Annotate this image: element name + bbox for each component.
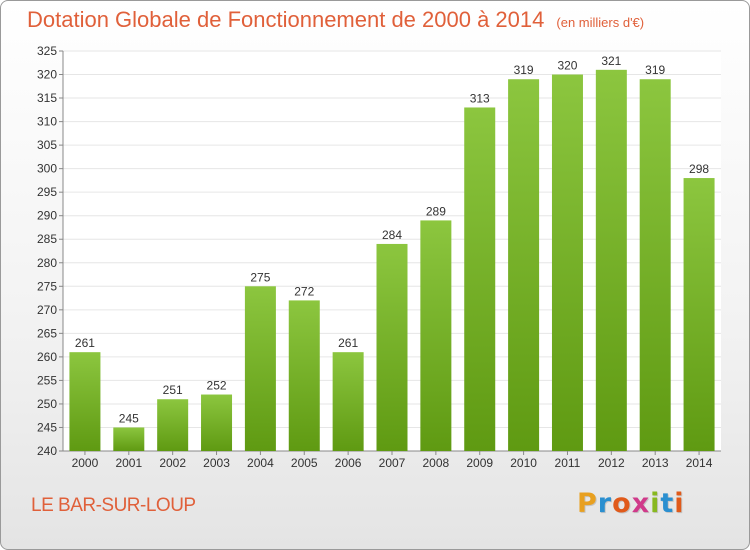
y-tick-label: 310 bbox=[37, 115, 57, 129]
bar-value-label: 313 bbox=[470, 91, 490, 105]
x-tick-label: 2000 bbox=[72, 456, 99, 470]
logo-letter: P bbox=[577, 488, 598, 519]
bar-value-label: 319 bbox=[645, 63, 665, 77]
y-tick-label: 290 bbox=[37, 209, 57, 223]
logo-letter: t bbox=[660, 488, 675, 519]
bar-2014 bbox=[683, 178, 715, 451]
y-tick-label: 320 bbox=[37, 68, 57, 82]
bar-2011 bbox=[551, 74, 583, 451]
bar-2006 bbox=[332, 352, 364, 451]
bar-value-label: 275 bbox=[250, 270, 270, 284]
x-tick-label: 2012 bbox=[598, 456, 625, 470]
x-tick-label: 2010 bbox=[510, 456, 537, 470]
y-tick-label: 295 bbox=[37, 185, 57, 199]
bar-2000 bbox=[69, 352, 101, 451]
bar-2010 bbox=[508, 79, 540, 451]
logo-letter: o bbox=[612, 488, 632, 519]
bar-value-label: 261 bbox=[75, 336, 95, 350]
x-tick-label: 2013 bbox=[642, 456, 669, 470]
bar-value-label: 320 bbox=[557, 59, 577, 73]
y-tick-label: 245 bbox=[37, 420, 57, 434]
y-tick-label: 305 bbox=[37, 138, 57, 152]
bar-2003 bbox=[201, 394, 233, 451]
x-tick-label: 2009 bbox=[466, 456, 493, 470]
bar-2005 bbox=[288, 300, 320, 451]
y-tick-label: 250 bbox=[37, 397, 57, 411]
y-tick-label: 280 bbox=[37, 256, 57, 270]
y-tick-label: 275 bbox=[37, 279, 57, 293]
x-tick-label: 2005 bbox=[291, 456, 318, 470]
chart-title-text: Dotation Globale de Fonctionnement de 20… bbox=[27, 7, 545, 32]
x-tick-label: 2014 bbox=[686, 456, 713, 470]
bar-value-label: 289 bbox=[426, 204, 446, 218]
logo-letter: i bbox=[650, 488, 661, 519]
bar-2004 bbox=[244, 286, 276, 451]
y-tick-label: 285 bbox=[37, 232, 57, 246]
logo-letter: x bbox=[631, 488, 651, 519]
y-tick-label: 265 bbox=[37, 326, 57, 340]
bar-value-label: 284 bbox=[382, 228, 402, 242]
y-tick-label: 325 bbox=[37, 44, 57, 58]
bar-2013 bbox=[639, 79, 671, 451]
commune-name: LE BAR-SUR-LOUP bbox=[31, 495, 196, 516]
bar-value-label: 245 bbox=[119, 411, 139, 425]
bar-2001 bbox=[113, 427, 145, 451]
x-tick-label: 2007 bbox=[379, 456, 406, 470]
x-tick-label: 2008 bbox=[423, 456, 450, 470]
bar-2002 bbox=[157, 399, 189, 451]
bar-2012 bbox=[595, 69, 627, 451]
proxiti-logo: Proxiti bbox=[577, 488, 685, 519]
x-tick-label: 2002 bbox=[159, 456, 186, 470]
bar-2007 bbox=[376, 243, 408, 451]
y-tick-label: 315 bbox=[37, 91, 57, 105]
y-tick-label: 270 bbox=[37, 303, 57, 317]
bar-value-label: 272 bbox=[294, 284, 314, 298]
bar-value-label: 319 bbox=[514, 63, 534, 77]
bar-value-label: 298 bbox=[689, 162, 709, 176]
x-tick-label: 2004 bbox=[247, 456, 274, 470]
bar-value-label: 251 bbox=[163, 383, 183, 397]
chart-subtitle: (en milliers d'€) bbox=[556, 15, 645, 30]
bar-2009 bbox=[464, 107, 496, 452]
y-tick-label: 260 bbox=[37, 350, 57, 364]
logo-letter: i bbox=[674, 488, 685, 519]
y-tick-label: 240 bbox=[37, 444, 57, 458]
y-tick-label: 255 bbox=[37, 373, 57, 387]
bar-value-label: 261 bbox=[338, 336, 358, 350]
y-tick-label: 300 bbox=[37, 162, 57, 176]
bar-value-label: 321 bbox=[601, 54, 621, 68]
x-tick-label: 2006 bbox=[335, 456, 362, 470]
x-tick-label: 2001 bbox=[115, 456, 142, 470]
bar-value-label: 252 bbox=[207, 379, 227, 393]
bar-2008 bbox=[420, 220, 452, 451]
x-tick-label: 2003 bbox=[203, 456, 230, 470]
chart-title: Dotation Globale de Fonctionnement de 20… bbox=[27, 7, 644, 33]
logo-letter: r bbox=[597, 488, 613, 519]
x-tick-label: 2011 bbox=[555, 456, 581, 470]
